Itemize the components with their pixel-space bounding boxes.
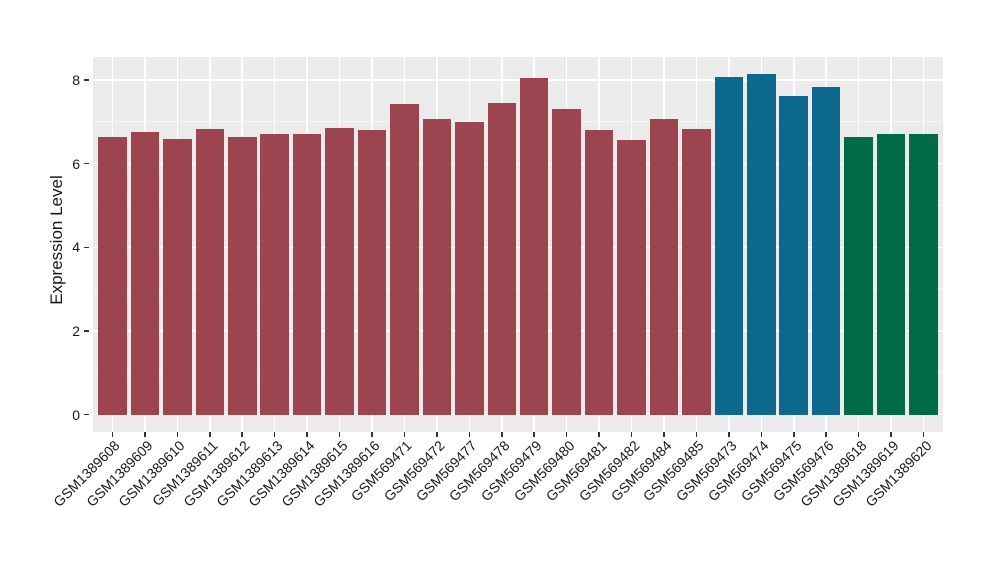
x-tick-mark: [598, 432, 600, 437]
bar-GSM1389608: [98, 137, 127, 415]
bar-GSM1389618: [844, 136, 873, 415]
bar-GSM1389611: [195, 129, 225, 415]
x-tick-mark: [922, 432, 925, 437]
gridline-minor-horizontal: [93, 371, 943, 373]
bar-GSM1389616: [357, 130, 387, 415]
y-tick-label: 0: [72, 406, 80, 423]
y-tick-mark: [84, 330, 89, 332]
y-tick-mark: [84, 162, 89, 165]
gridline-major-horizontal: [93, 413, 943, 416]
bar-GSM1389619: [876, 134, 906, 415]
x-tick-mark: [630, 432, 633, 437]
bar-GSM569485: [682, 129, 711, 415]
bar-GSM569484: [649, 119, 679, 415]
bar-GSM1389612: [227, 136, 257, 415]
y-tick-label: 6: [72, 155, 80, 172]
y-tick-label: 4: [72, 239, 80, 256]
x-tick-mark: [857, 432, 860, 437]
x-tick-mark: [890, 432, 892, 437]
x-tick-mark: [436, 432, 438, 437]
x-tick-mark: [728, 432, 730, 437]
x-tick-mark: [144, 432, 146, 437]
x-tick-mark: [111, 432, 114, 437]
x-tick-mark: [371, 432, 373, 437]
x-tick-mark: [565, 432, 568, 437]
x-tick-mark: [695, 432, 698, 437]
x-tick-mark: [209, 432, 211, 437]
x-tick-mark: [273, 432, 276, 437]
bar-GSM569478: [487, 103, 517, 415]
x-tick-mark: [501, 432, 503, 437]
y-tick-label: 8: [72, 72, 80, 89]
gridline-minor-horizontal: [93, 288, 943, 290]
x-tick-mark: [338, 432, 341, 437]
bar-GSM569480: [552, 109, 581, 415]
bar-GSM569481: [584, 129, 614, 415]
bar-GSM569471: [390, 104, 419, 415]
gridline-major-horizontal: [93, 246, 943, 249]
x-tick-mark: [468, 432, 471, 437]
bar-GSM569475: [779, 95, 809, 415]
x-tick-mark: [176, 432, 179, 437]
bar-GSM1389614: [292, 133, 322, 415]
y-tick-mark: [84, 79, 89, 81]
bar-GSM569474: [747, 74, 776, 415]
gridline-major-horizontal: [93, 79, 943, 81]
x-tick-mark: [241, 432, 243, 437]
bar-GSM569482: [617, 139, 646, 415]
y-tick-label: 2: [72, 322, 80, 339]
bar-GSM1389620: [909, 134, 938, 415]
gridline-minor-horizontal: [93, 120, 943, 122]
y-tick-mark: [84, 413, 89, 416]
x-tick-mark: [793, 432, 795, 437]
bar-GSM569473: [714, 76, 744, 415]
bar-GSM1389613: [260, 134, 289, 415]
x-tick-mark: [403, 432, 406, 437]
plot-panel: [93, 57, 943, 432]
gridline-major-horizontal: [93, 162, 943, 165]
bar-GSM569472: [422, 118, 452, 415]
bar-GSM569477: [455, 121, 484, 415]
bar-GSM569479: [519, 78, 549, 415]
gridline-minor-horizontal: [93, 204, 943, 206]
x-tick-mark: [533, 432, 535, 437]
x-tick-mark: [825, 432, 827, 437]
bar-GSM1389610: [163, 138, 192, 415]
x-tick-mark: [663, 432, 665, 437]
bar-GSM1389615: [325, 127, 354, 415]
bar-GSM1389609: [130, 132, 160, 415]
y-tick-mark: [84, 246, 89, 249]
x-tick-mark: [760, 432, 763, 437]
gridline-major-horizontal: [93, 330, 943, 332]
bar-GSM569476: [811, 87, 841, 415]
x-tick-mark: [306, 432, 308, 437]
